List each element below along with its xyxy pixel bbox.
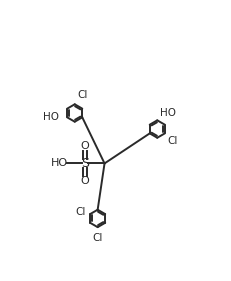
Text: Cl: Cl (77, 90, 87, 100)
Text: Cl: Cl (166, 136, 177, 146)
Text: HO: HO (43, 112, 59, 122)
Text: HO: HO (159, 108, 175, 118)
Text: Cl: Cl (92, 233, 102, 243)
Text: HO: HO (51, 158, 68, 168)
Text: O: O (80, 176, 89, 186)
Text: S: S (81, 157, 89, 170)
Text: Cl: Cl (75, 207, 85, 217)
Text: O: O (80, 141, 89, 151)
